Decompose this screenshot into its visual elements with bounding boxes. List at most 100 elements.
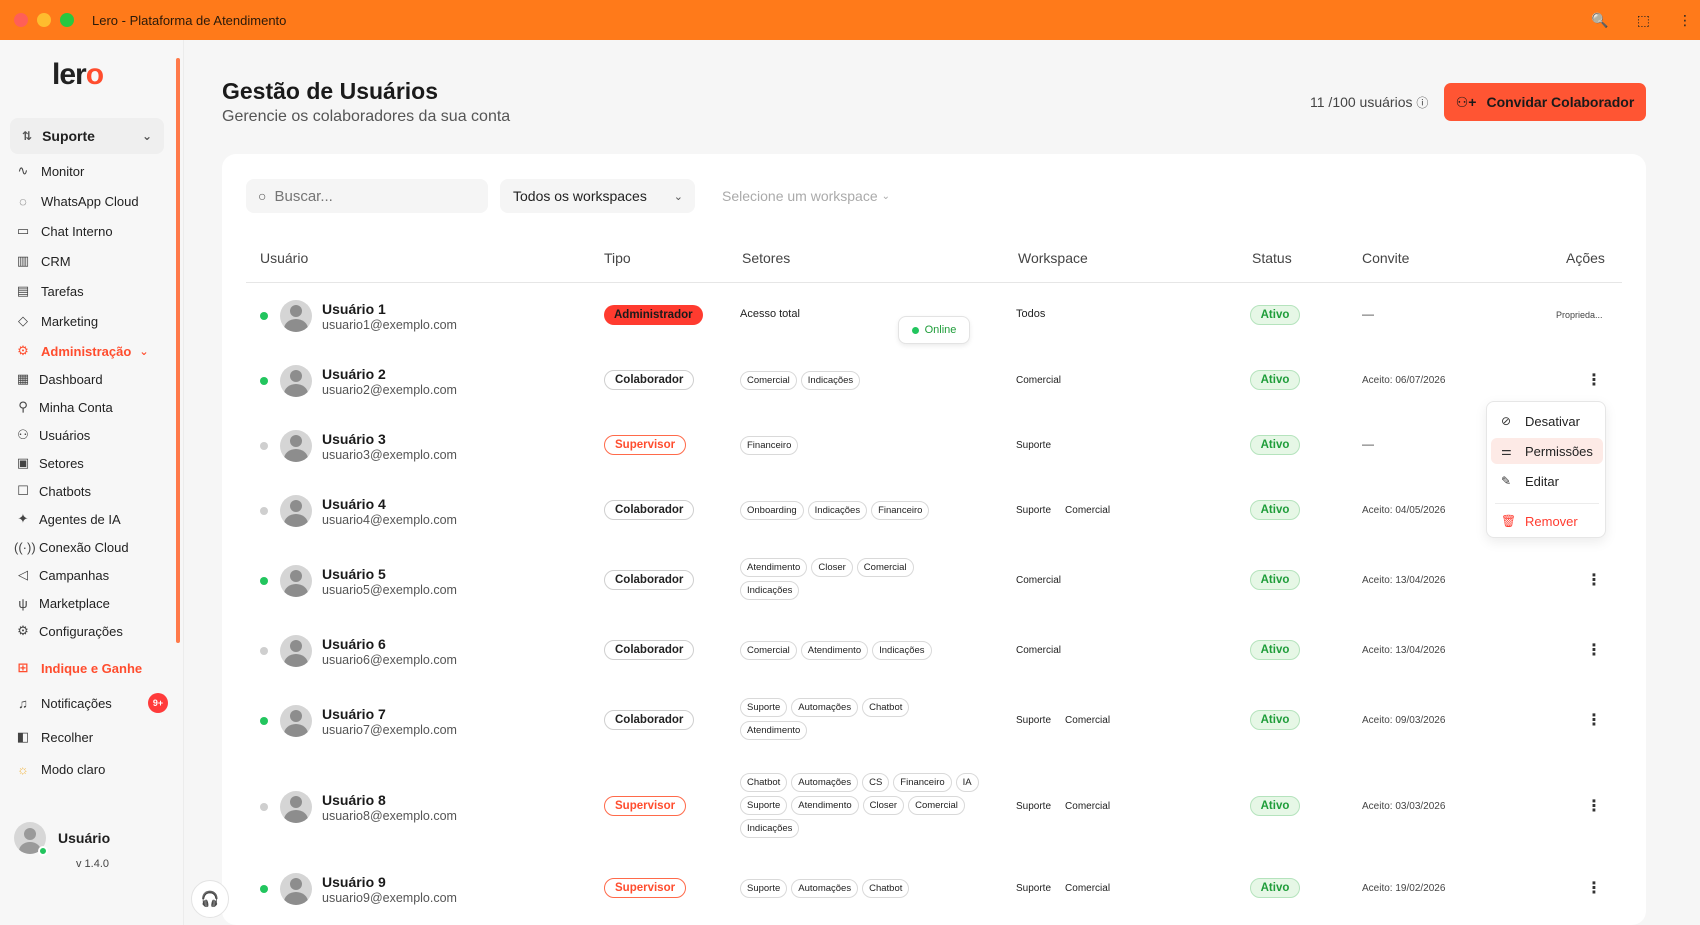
- workspace-select-dropdown[interactable]: Selecione um workspace ⌄: [722, 188, 891, 204]
- window-titlebar: Lero - Plataforma de Atendimento 🔍 ⬚ ⋮: [0, 0, 1700, 40]
- notifications-badge: 9+: [148, 693, 168, 713]
- sidebar-item-crm[interactable]: ▥ CRM: [14, 248, 71, 274]
- row-actions-button[interactable]: ⋮: [1586, 642, 1602, 659]
- sidebar-item-administracao[interactable]: ⚙ Administração ⌄: [14, 338, 149, 364]
- clipboard-icon: ▤: [16, 283, 30, 298]
- online-tooltip: Online: [898, 316, 970, 344]
- invite-cell: Aceito: 03/03/2026: [1362, 801, 1446, 812]
- broadcast-icon: ((·)): [14, 539, 36, 555]
- menu-item-desativar[interactable]: ⊘ Desativar: [1501, 413, 1580, 429]
- avatar: [280, 365, 312, 397]
- headset-icon: 🎧: [200, 891, 220, 908]
- trash-icon: 🗑: [1501, 514, 1517, 528]
- sector-text: Acesso total: [740, 308, 800, 320]
- sector-chip: IA: [955, 773, 979, 792]
- sector-chip: Suporte: [740, 879, 788, 898]
- info-icon[interactable]: ⓘ: [1416, 96, 1429, 110]
- sidebar-item-agentes-ia[interactable]: ✦ Agentes de IA: [14, 506, 121, 532]
- chevron-down-icon: ⌄: [673, 190, 683, 203]
- maximize-window-button[interactable]: [60, 13, 74, 27]
- sidebar-item-dashboard[interactable]: ▦ Dashboard: [14, 366, 103, 392]
- sidebar-item-minha-conta[interactable]: ⚲ Minha Conta: [14, 394, 112, 420]
- tag-icon: ◇: [18, 313, 28, 328]
- type-badge: Colaborador: [604, 370, 695, 390]
- power-off-icon: ⊘: [1501, 414, 1512, 428]
- avatar: [280, 873, 312, 905]
- sidebar-item-whatsapp-cloud[interactable]: ◌ WhatsApp Cloud: [14, 188, 138, 214]
- workspace-selector-label: Suporte: [42, 128, 95, 144]
- sidebar-item-monitor[interactable]: ∿ Monitor: [14, 158, 85, 184]
- sector-chip: Closer: [811, 558, 853, 577]
- grid-icon: ▦: [16, 371, 30, 386]
- sidebar-user[interactable]: Usuário: [14, 822, 110, 856]
- online-status-dot: [260, 577, 268, 585]
- zoom-icon[interactable]: 🔍: [1591, 11, 1609, 28]
- row-actions-button[interactable]: ⋮: [1586, 372, 1602, 389]
- sidebar-item-campanhas[interactable]: ◁ Campanhas: [14, 562, 109, 588]
- search-input[interactable]: [274, 187, 455, 205]
- sidebar-item-marketing[interactable]: ◇ Marketing: [14, 308, 98, 334]
- row-actions-button[interactable]: ⋮: [1586, 880, 1602, 897]
- avatar: [14, 822, 46, 854]
- sidebar-item-setores[interactable]: ▣ Setores: [14, 450, 84, 476]
- more-menu-icon[interactable]: ⋮: [1678, 11, 1692, 28]
- user-plus-icon: ⚇+: [1455, 93, 1477, 110]
- menu-item-remover[interactable]: 🗑 Remover: [1501, 513, 1578, 529]
- offline-status-dot: [260, 803, 268, 811]
- sidebar-item-indique-ganhe[interactable]: ⊞ Indique e Ganhe: [14, 655, 143, 681]
- sidebar-item-modo-claro[interactable]: ☼ Modo claro: [14, 756, 105, 782]
- sidebar-item-usuarios[interactable]: ⚇ Usuários: [9, 419, 163, 448]
- close-window-button[interactable]: [14, 13, 28, 27]
- user-email: usuario2@exemplo.com: [322, 383, 457, 397]
- status-badge: Ativo: [1250, 435, 1300, 455]
- chevron-down-icon: ⌄: [139, 345, 149, 358]
- offline-status-dot: [260, 442, 268, 450]
- menu-item-editar[interactable]: ✎ Editar: [1501, 473, 1559, 489]
- sidebar-item-chat-interno[interactable]: ▭ Chat Interno: [14, 218, 113, 244]
- sidebar-item-chatbots[interactable]: ☐ Chatbots: [14, 478, 91, 504]
- status-badge: Ativo: [1250, 878, 1300, 898]
- workspace-filter-dropdown[interactable]: Todos os workspaces ⌄: [500, 179, 695, 213]
- invite-cell: Aceito: 13/04/2026: [1362, 645, 1446, 656]
- extensions-icon[interactable]: ⬚: [1636, 11, 1650, 28]
- menu-divider: [1495, 503, 1599, 504]
- row-actions-button[interactable]: ⋮: [1586, 798, 1602, 815]
- chevron-down-icon: ⌄: [881, 190, 891, 202]
- user-email: usuario7@exemplo.com: [322, 723, 457, 737]
- workspace-selector[interactable]: ⇅ Suporte ⌄: [10, 118, 164, 154]
- gear-icon: ⚙: [17, 343, 29, 358]
- status-badge: Ativo: [1250, 640, 1300, 660]
- sidebar-item-recolher[interactable]: ◧ Recolher: [14, 724, 93, 750]
- whatsapp-icon: ◌: [19, 193, 27, 209]
- sidebar-item-marketplace[interactable]: ψ Marketplace: [14, 590, 109, 616]
- invite-collaborator-button[interactable]: ⚇+ Convidar Colaborador: [1444, 83, 1646, 121]
- workspace-cell: Suporte Comercial: [1016, 883, 1111, 894]
- column-header-tipo: Tipo: [604, 250, 631, 266]
- sector-chip: Suporte: [740, 796, 788, 815]
- sidebar-item-configuracoes[interactable]: ⚙ Configurações: [14, 618, 123, 644]
- avatar: [280, 565, 312, 597]
- lero-logo: lero: [52, 58, 104, 91]
- user-name: Usuário 4: [322, 496, 386, 512]
- online-status-dot: [260, 717, 268, 725]
- online-status-dot: [38, 846, 48, 856]
- invite-cell: Aceito: 09/03/2026: [1362, 715, 1446, 726]
- minimize-window-button[interactable]: [37, 13, 51, 27]
- sectors-cell: Financeiro: [740, 436, 980, 455]
- activity-icon: ∿: [17, 163, 29, 178]
- online-status-dot: [260, 377, 268, 385]
- row-actions-button[interactable]: ⋮: [1586, 712, 1602, 729]
- sidebar-scrollbar[interactable]: [176, 58, 180, 643]
- sidebar-item-conexao-cloud[interactable]: ((·)) Conexão Cloud: [14, 539, 129, 555]
- search-field[interactable]: ○: [246, 179, 488, 213]
- invite-cell: Aceito: 06/07/2026: [1362, 375, 1446, 386]
- row-actions-button[interactable]: ⋮: [1586, 572, 1602, 589]
- support-headset-button[interactable]: 🎧: [191, 880, 229, 918]
- menu-item-permissoes[interactable]: ⚌ Permissões: [1491, 438, 1603, 464]
- sector-chip: Indicações: [800, 371, 861, 390]
- sidebar-item-notificacoes[interactable]: ♫ Notificações: [14, 690, 112, 716]
- user-name: Usuário 1: [322, 301, 386, 317]
- sidebar-item-tarefas[interactable]: ▤ Tarefas: [14, 278, 84, 304]
- avatar: [280, 705, 312, 737]
- sector-chip: Comercial: [908, 796, 965, 815]
